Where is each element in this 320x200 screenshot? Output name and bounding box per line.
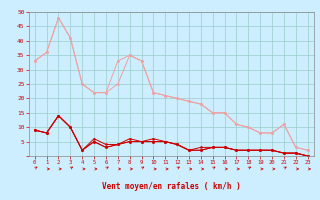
X-axis label: Vent moyen/en rafales ( km/h ): Vent moyen/en rafales ( km/h ) xyxy=(102,182,241,191)
